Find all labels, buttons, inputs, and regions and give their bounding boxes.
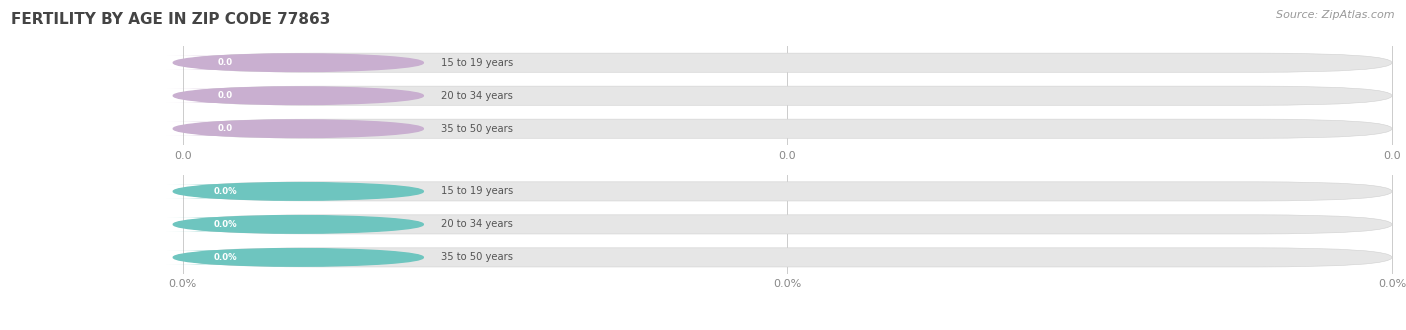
Text: 0.0%: 0.0% [214,253,238,262]
FancyBboxPatch shape [166,184,285,198]
Circle shape [173,182,423,200]
FancyBboxPatch shape [183,182,1392,201]
Text: 0.0: 0.0 [1384,151,1400,161]
FancyBboxPatch shape [183,248,1392,267]
Text: 0.0: 0.0 [174,151,191,161]
Circle shape [173,120,423,138]
Text: 0.0: 0.0 [218,124,233,133]
Text: Source: ZipAtlas.com: Source: ZipAtlas.com [1277,10,1395,20]
FancyBboxPatch shape [183,119,1392,138]
FancyBboxPatch shape [166,122,285,136]
FancyBboxPatch shape [166,56,285,70]
Text: 0.0%: 0.0% [214,187,238,196]
Text: 0.0: 0.0 [779,151,796,161]
Circle shape [173,215,423,233]
Text: 0.0%: 0.0% [1378,280,1406,289]
Text: 0.0%: 0.0% [169,280,197,289]
Text: 0.0: 0.0 [218,91,233,100]
Circle shape [173,248,423,266]
FancyBboxPatch shape [166,217,285,231]
Circle shape [173,87,423,105]
Text: 15 to 19 years: 15 to 19 years [441,186,513,196]
Text: FERTILITY BY AGE IN ZIP CODE 77863: FERTILITY BY AGE IN ZIP CODE 77863 [11,12,330,27]
Circle shape [173,54,423,72]
FancyBboxPatch shape [166,250,285,264]
FancyBboxPatch shape [183,86,1392,105]
Text: 20 to 34 years: 20 to 34 years [441,91,513,101]
Text: 0.0%: 0.0% [773,280,801,289]
FancyBboxPatch shape [183,53,1392,72]
Text: 0.0%: 0.0% [214,220,238,229]
Text: 20 to 34 years: 20 to 34 years [441,219,513,229]
Text: 35 to 50 years: 35 to 50 years [441,252,513,262]
Text: 35 to 50 years: 35 to 50 years [441,124,513,134]
Text: 0.0: 0.0 [218,58,233,67]
FancyBboxPatch shape [183,215,1392,234]
Text: 15 to 19 years: 15 to 19 years [441,58,513,68]
FancyBboxPatch shape [166,89,285,103]
